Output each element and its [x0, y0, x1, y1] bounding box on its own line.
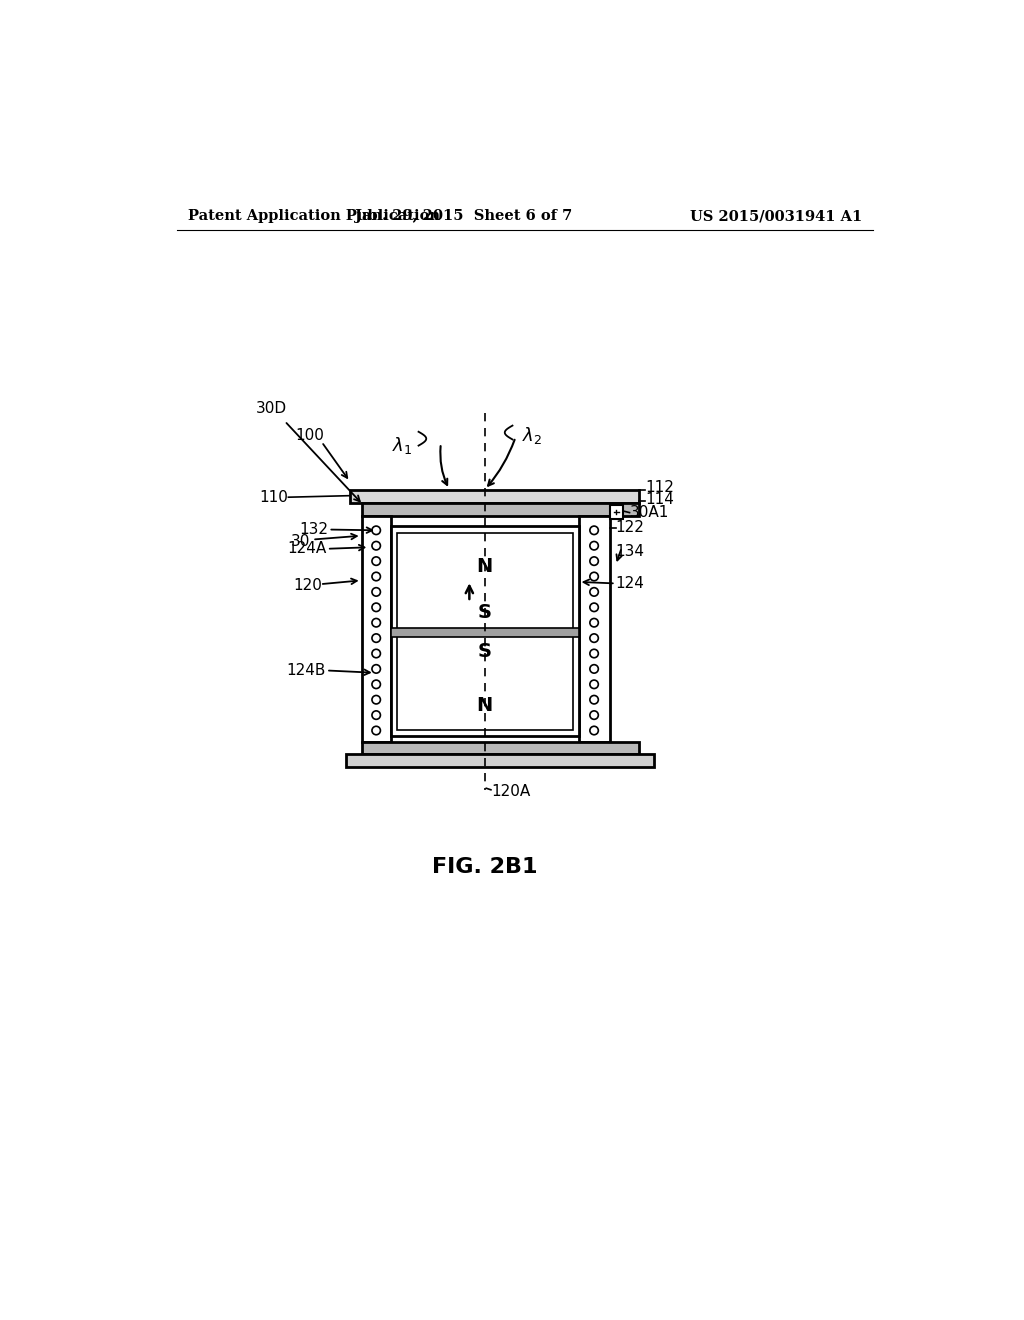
Text: 124B: 124B — [287, 663, 326, 678]
Bar — [361, 516, 391, 742]
Bar — [350, 490, 639, 503]
Text: 112: 112 — [645, 480, 674, 495]
Text: Jan. 29, 2015  Sheet 6 of 7: Jan. 29, 2015 Sheet 6 of 7 — [354, 209, 571, 223]
Bar — [609, 504, 624, 519]
Text: 124: 124 — [615, 576, 644, 591]
Bar — [391, 527, 579, 737]
Text: 134: 134 — [615, 544, 645, 558]
Bar — [361, 742, 639, 755]
Bar — [361, 503, 639, 516]
Text: 120A: 120A — [490, 784, 530, 799]
Bar — [346, 755, 654, 767]
Text: $\lambda_1$: $\lambda_1$ — [392, 436, 413, 457]
Text: 30D: 30D — [256, 401, 287, 416]
Text: Patent Application Publication: Patent Application Publication — [188, 209, 440, 223]
Text: N: N — [476, 696, 493, 714]
Text: 124A: 124A — [288, 541, 327, 556]
Text: 100: 100 — [295, 428, 325, 444]
Text: 110: 110 — [259, 490, 289, 504]
Text: US 2015/0031941 A1: US 2015/0031941 A1 — [690, 209, 862, 223]
Text: N: N — [476, 557, 493, 576]
Text: 30: 30 — [291, 533, 310, 549]
Text: 122: 122 — [615, 520, 644, 536]
Bar — [579, 516, 609, 742]
Text: S: S — [478, 603, 492, 622]
Text: 114: 114 — [645, 492, 674, 507]
Bar — [397, 532, 572, 730]
Bar — [391, 628, 579, 638]
Text: $\lambda_2$: $\lambda_2$ — [522, 425, 543, 446]
Text: 30A1: 30A1 — [630, 506, 669, 520]
Text: 132: 132 — [299, 521, 329, 537]
Text: FIG. 2B1: FIG. 2B1 — [432, 857, 538, 876]
Text: S: S — [478, 642, 492, 661]
Text: 120: 120 — [294, 578, 323, 593]
